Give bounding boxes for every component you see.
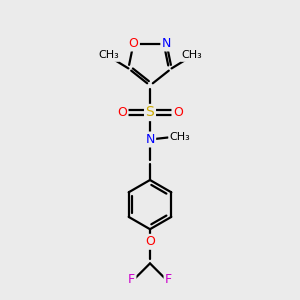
Text: CH₃: CH₃ <box>169 132 190 142</box>
Text: N: N <box>162 37 171 50</box>
Text: CH₃: CH₃ <box>98 50 119 61</box>
Text: S: S <box>146 106 154 119</box>
Text: O: O <box>173 106 183 119</box>
Text: O: O <box>117 106 127 119</box>
Text: O: O <box>145 235 155 248</box>
Text: F: F <box>165 273 172 286</box>
Text: N: N <box>145 133 155 146</box>
Text: O: O <box>129 37 138 50</box>
Text: F: F <box>128 273 135 286</box>
Text: CH₃: CH₃ <box>181 50 202 61</box>
